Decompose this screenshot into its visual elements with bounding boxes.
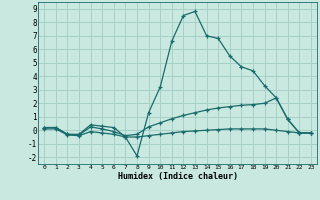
X-axis label: Humidex (Indice chaleur): Humidex (Indice chaleur) bbox=[118, 172, 238, 181]
